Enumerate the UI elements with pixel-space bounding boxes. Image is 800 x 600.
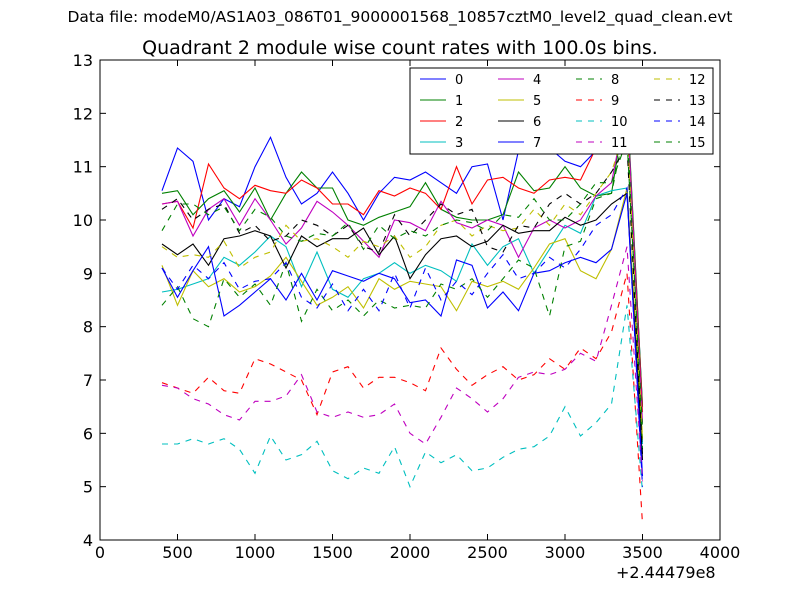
legend-label-7: 7 <box>533 136 541 151</box>
legend-label-13: 13 <box>689 94 706 109</box>
x-tick-label: 3500 <box>622 543 663 562</box>
series-line-7 <box>161 193 644 477</box>
series-line-1 <box>161 97 644 407</box>
y-tick-label: 6 <box>83 424 93 443</box>
series-lines <box>161 97 644 525</box>
x-tick-label: 1000 <box>235 543 276 562</box>
legend-label-3: 3 <box>455 136 463 151</box>
x-offset-label: +2.44479e8 <box>616 563 716 582</box>
x-tick-label: 2500 <box>467 543 508 562</box>
legend-label-6: 6 <box>533 115 541 130</box>
series-line-5 <box>161 187 644 439</box>
x-tick-label: 0 <box>95 543 105 562</box>
y-tick-label: 12 <box>73 104 93 123</box>
x-tick-label: 2000 <box>390 543 431 562</box>
legend-label-10: 10 <box>611 115 628 130</box>
suptitle: Data file: modeM0/AS1A03_086T01_90000015… <box>67 8 733 26</box>
legend-label-1: 1 <box>455 94 463 109</box>
legend-label-12: 12 <box>689 73 706 88</box>
series-line-6 <box>161 192 644 461</box>
legend-label-8: 8 <box>611 73 619 88</box>
series-line-8 <box>161 118 644 450</box>
series-line-9 <box>161 273 644 525</box>
y-tick-label: 11 <box>73 158 93 177</box>
y-tick-label: 13 <box>73 51 93 70</box>
legend-box <box>409 67 714 155</box>
series-line-15 <box>161 139 644 429</box>
legend-label-15: 15 <box>689 136 706 151</box>
y-tick-label: 8 <box>83 318 93 337</box>
y-tick-label: 4 <box>83 531 93 550</box>
x-tick-label: 3000 <box>545 543 586 562</box>
legend-label-0: 0 <box>455 73 463 88</box>
legend-label-9: 9 <box>611 94 619 109</box>
y-tick-label: 10 <box>73 211 93 230</box>
x-tick-label: 4000 <box>700 543 741 562</box>
legend-label-14: 14 <box>689 115 706 130</box>
x-tick-label: 500 <box>162 543 193 562</box>
series-line-12 <box>161 123 644 439</box>
y-tick-label: 7 <box>83 371 93 390</box>
axis-ticks: 0 500 1000 1500 2000 2500 3000 3500 400045678910… <box>73 51 741 562</box>
chart-title: Quadrant 2 module wise count rates with … <box>142 37 658 59</box>
y-tick-label: 9 <box>83 264 93 283</box>
series-line-3 <box>161 187 644 445</box>
legend-label-2: 2 <box>455 115 463 130</box>
series-line-10 <box>162 305 644 493</box>
legend-label-4: 4 <box>533 73 541 88</box>
series-line-0 <box>161 102 644 407</box>
series-line-14 <box>161 186 644 487</box>
x-tick-label: 1500 <box>312 543 353 562</box>
series-line-11 <box>161 246 644 482</box>
series-line-4 <box>161 102 644 423</box>
y-tick-label: 5 <box>83 478 93 497</box>
legend-label-11: 11 <box>611 136 628 151</box>
legend-label-5: 5 <box>533 94 541 109</box>
series-line-2 <box>161 106 644 413</box>
